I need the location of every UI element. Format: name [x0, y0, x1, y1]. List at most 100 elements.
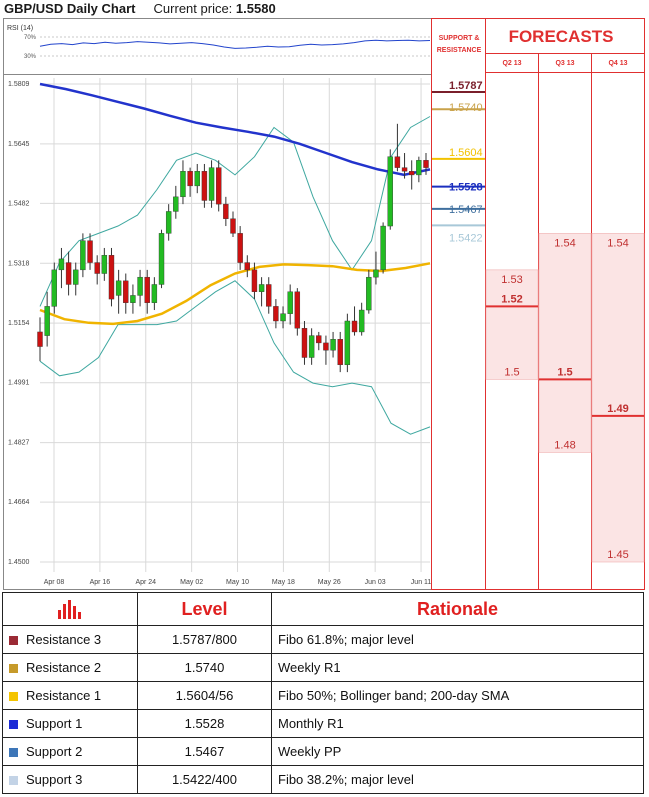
forecast-high-label: 1.54 [607, 237, 628, 249]
row-level: 1.5740 [137, 653, 272, 682]
candle-body [409, 171, 415, 176]
y-tick-label: 1.5482 [8, 200, 30, 207]
candle-body [65, 262, 72, 285]
candle-body [87, 240, 93, 263]
forecast-mean-label: 1.49 [607, 403, 628, 415]
candle-body [301, 328, 308, 358]
candle-body [208, 167, 215, 201]
table-row: Resistance 3 1.5787/800 Fibo 61.8%; majo… [2, 625, 644, 654]
row-name: Support 2 [26, 744, 83, 759]
candle-body [394, 156, 401, 168]
table-header-rationale: Rationale [271, 592, 644, 626]
candle-body [373, 269, 379, 278]
x-tick-label: Apr 16 [90, 579, 111, 586]
x-tick-label: May 26 [318, 579, 341, 586]
x-axis-ticks: Apr 08 Apr 16 Apr 24 May 02 May 10 May 18 May … [44, 579, 432, 586]
candle-body [273, 306, 279, 322]
level-label: 1.5740 [449, 102, 483, 114]
row-label-cell: Resistance 3 [2, 625, 138, 654]
y-tick-label: 1.4827 [8, 440, 30, 447]
table-header-level: Level [137, 592, 272, 626]
candle-body [344, 320, 351, 366]
price-label: Current price: [153, 1, 233, 16]
forecast-range-box [485, 269, 539, 380]
forecast-ranges: Q2 13 1.53 1.52 1.5 Q3 13 1.54 1.5 1.48 Q4 13 1.5… [485, 60, 645, 563]
forecast-range-box [591, 233, 645, 563]
candle-body [230, 218, 236, 234]
rsi-line-group [39, 39, 431, 49]
y-tick-label: 1.5318 [8, 260, 30, 267]
candle-body [251, 269, 258, 292]
y-tick-label: 1.5154 [8, 320, 30, 327]
level-label: 1.5604 [449, 147, 483, 159]
candle-body [94, 262, 100, 274]
support-resistance-table: Level Rationale Resistance 3 1.5787/800 … [2, 592, 644, 794]
level-label: 1.5787 [449, 80, 483, 92]
candle-body [337, 339, 343, 366]
price-grid [40, 78, 430, 572]
candle-body [358, 309, 365, 333]
bollinger-upper-line [39, 116, 431, 307]
chart-title: GBP/USD Daily Chart [4, 1, 136, 16]
row-label-cell: Resistance 1 [2, 681, 138, 710]
candle-body [137, 276, 143, 296]
candle-body [80, 240, 86, 271]
forecast-range-box [538, 233, 592, 453]
chart-area: RSI (14) 70% 30% 1.58091.56451.54821.531… [3, 18, 645, 590]
forecast-period-label: Q4 13 [608, 60, 627, 67]
price-value: 1.5580 [235, 1, 276, 16]
rsi-tick-30: 30% [24, 54, 37, 60]
candle-body [351, 320, 358, 333]
candle-body [201, 171, 208, 201]
table-row: Resistance 1 1.5604/56 Fibo 50%; Bolling… [2, 681, 644, 710]
row-level: 1.5422/400 [137, 765, 272, 794]
row-rationale: Monthly R1 [271, 709, 644, 738]
candle-body [44, 306, 50, 336]
rsi-tick-70: 70% [24, 35, 37, 41]
candle-body [308, 335, 315, 358]
candle-body [366, 276, 372, 311]
forecast-period-label: Q2 13 [502, 60, 521, 67]
rsi-line [39, 39, 431, 49]
candle-body [158, 233, 165, 285]
color-swatch [9, 748, 18, 758]
level-label: 1.5422 [449, 232, 483, 244]
row-level: 1.5604/56 [137, 681, 272, 710]
candle-body [387, 156, 393, 227]
table-row: Support 3 1.5422/400 Fibo 38.2%; major l… [2, 765, 644, 794]
candle-body [287, 291, 293, 314]
row-name: Support 3 [26, 772, 83, 787]
candle-body [130, 295, 136, 303]
row-rationale: Weekly PP [271, 737, 644, 766]
table-header-row: Level Rationale [2, 592, 644, 626]
x-tick-label: Jun 11 [411, 579, 432, 586]
row-label-cell: Support 2 [2, 737, 138, 766]
x-tick-label: Apr 24 [135, 579, 156, 586]
candle-body [258, 284, 265, 292]
level-label: 1.5467 [449, 204, 483, 216]
row-label-cell: Support 3 [2, 765, 138, 794]
row-name: Resistance 1 [26, 688, 102, 703]
candle-body [180, 171, 186, 198]
candle-body [244, 262, 250, 271]
row-name: Resistance 3 [26, 632, 102, 647]
support-resistance-levels: 1.5787 1.5740 1.5604 1.5528 1.5467 1.5422 [432, 80, 485, 244]
color-swatch [9, 692, 18, 702]
candle-body [73, 269, 79, 285]
row-rationale: Fibo 38.2%; major level [271, 765, 644, 794]
candle-body [223, 203, 229, 219]
candle-body [294, 291, 301, 329]
candle-body [123, 280, 129, 303]
color-swatch [9, 636, 18, 646]
x-tick-label: May 18 [272, 579, 295, 586]
sr-header-line2: RESISTANCE [437, 47, 482, 54]
chart-header: GBP/USD Daily Chart Current price: 1.558… [4, 1, 276, 16]
level-label: 1.5528 [449, 182, 483, 194]
candle-body [423, 160, 429, 168]
color-swatch [9, 720, 18, 730]
x-tick-label: Apr 08 [44, 579, 65, 586]
forecast-panel-frame [431, 18, 645, 590]
forecast-high-label: 1.53 [501, 274, 522, 286]
candle-body [37, 331, 43, 347]
candle-body [187, 171, 193, 187]
